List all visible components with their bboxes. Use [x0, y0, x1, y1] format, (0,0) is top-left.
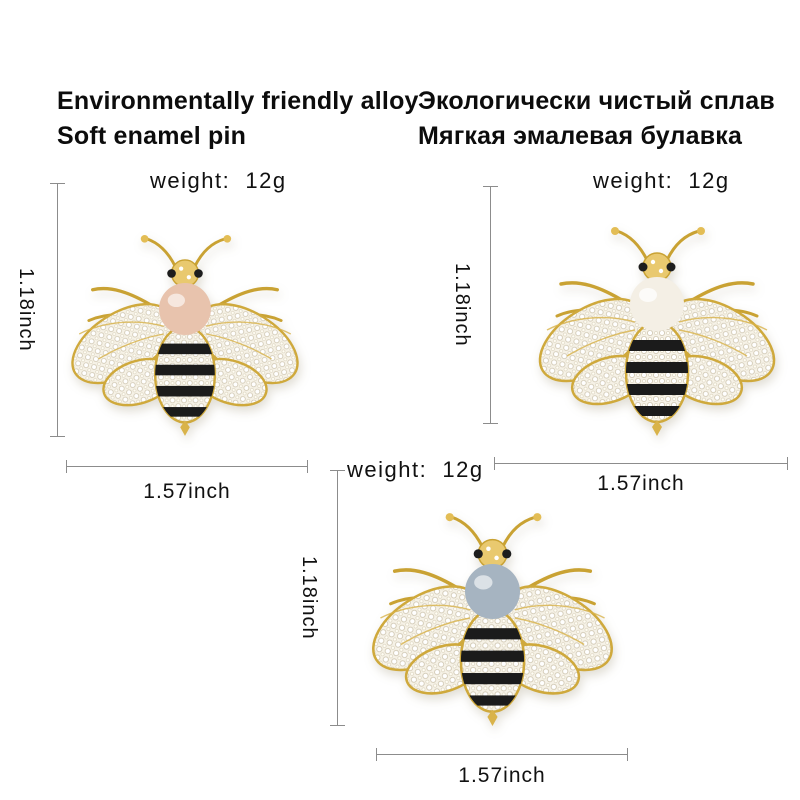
title-ru-line1: Экологически чистый сплав: [418, 87, 775, 115]
pearl-highlight: [167, 293, 185, 308]
title-en-line1: Environmentally friendly alloy: [57, 87, 419, 115]
pearl-highlight: [474, 575, 493, 590]
pearl-gray: [464, 564, 521, 620]
bee-brooch-gray-pearl-image: [360, 508, 625, 727]
width-dimension-line-product-3: [376, 748, 628, 761]
height-dimension-line-product-3: [330, 470, 345, 726]
title-ru-line2: Мягкая эмалевая булавка: [418, 122, 743, 150]
height-dimension-label-product-3: 1.18inch: [298, 556, 320, 640]
width-dimension-label-product-1: 1.57inch: [143, 480, 231, 503]
page-title-english: Environmentally friendly alloy Soft enam…: [57, 84, 419, 154]
width-dimension-label-product-2: 1.57inch: [597, 472, 685, 495]
title-en-line2: Soft enamel pin: [57, 122, 247, 150]
weight-label-product-1: weight: 12g: [150, 168, 287, 193]
weight-label-product-3: weight: 12g: [347, 457, 484, 482]
bee-brooch-pink-pearl-image: [60, 230, 310, 437]
pearl-pink: [159, 283, 211, 335]
width-dimension-label-product-3: 1.57inch: [458, 764, 546, 787]
height-dimension-line-product-1: [50, 183, 65, 437]
height-dimension-line-product-2: [483, 186, 498, 424]
height-dimension-label-product-2: 1.18inch: [451, 263, 473, 347]
page-title-russian: Экологически чистый сплав Мягкая эмалева…: [418, 84, 775, 154]
pearl-highlight: [639, 288, 657, 302]
height-dimension-label-product-1: 1.18inch: [15, 268, 37, 352]
bee-brooch-white-pearl-image: [527, 222, 787, 437]
width-dimension-line-product-1: [66, 460, 308, 473]
width-dimension-line-product-2: [494, 457, 788, 470]
weight-label-product-2: weight: 12g: [593, 168, 730, 193]
pearl-white: [630, 277, 684, 331]
